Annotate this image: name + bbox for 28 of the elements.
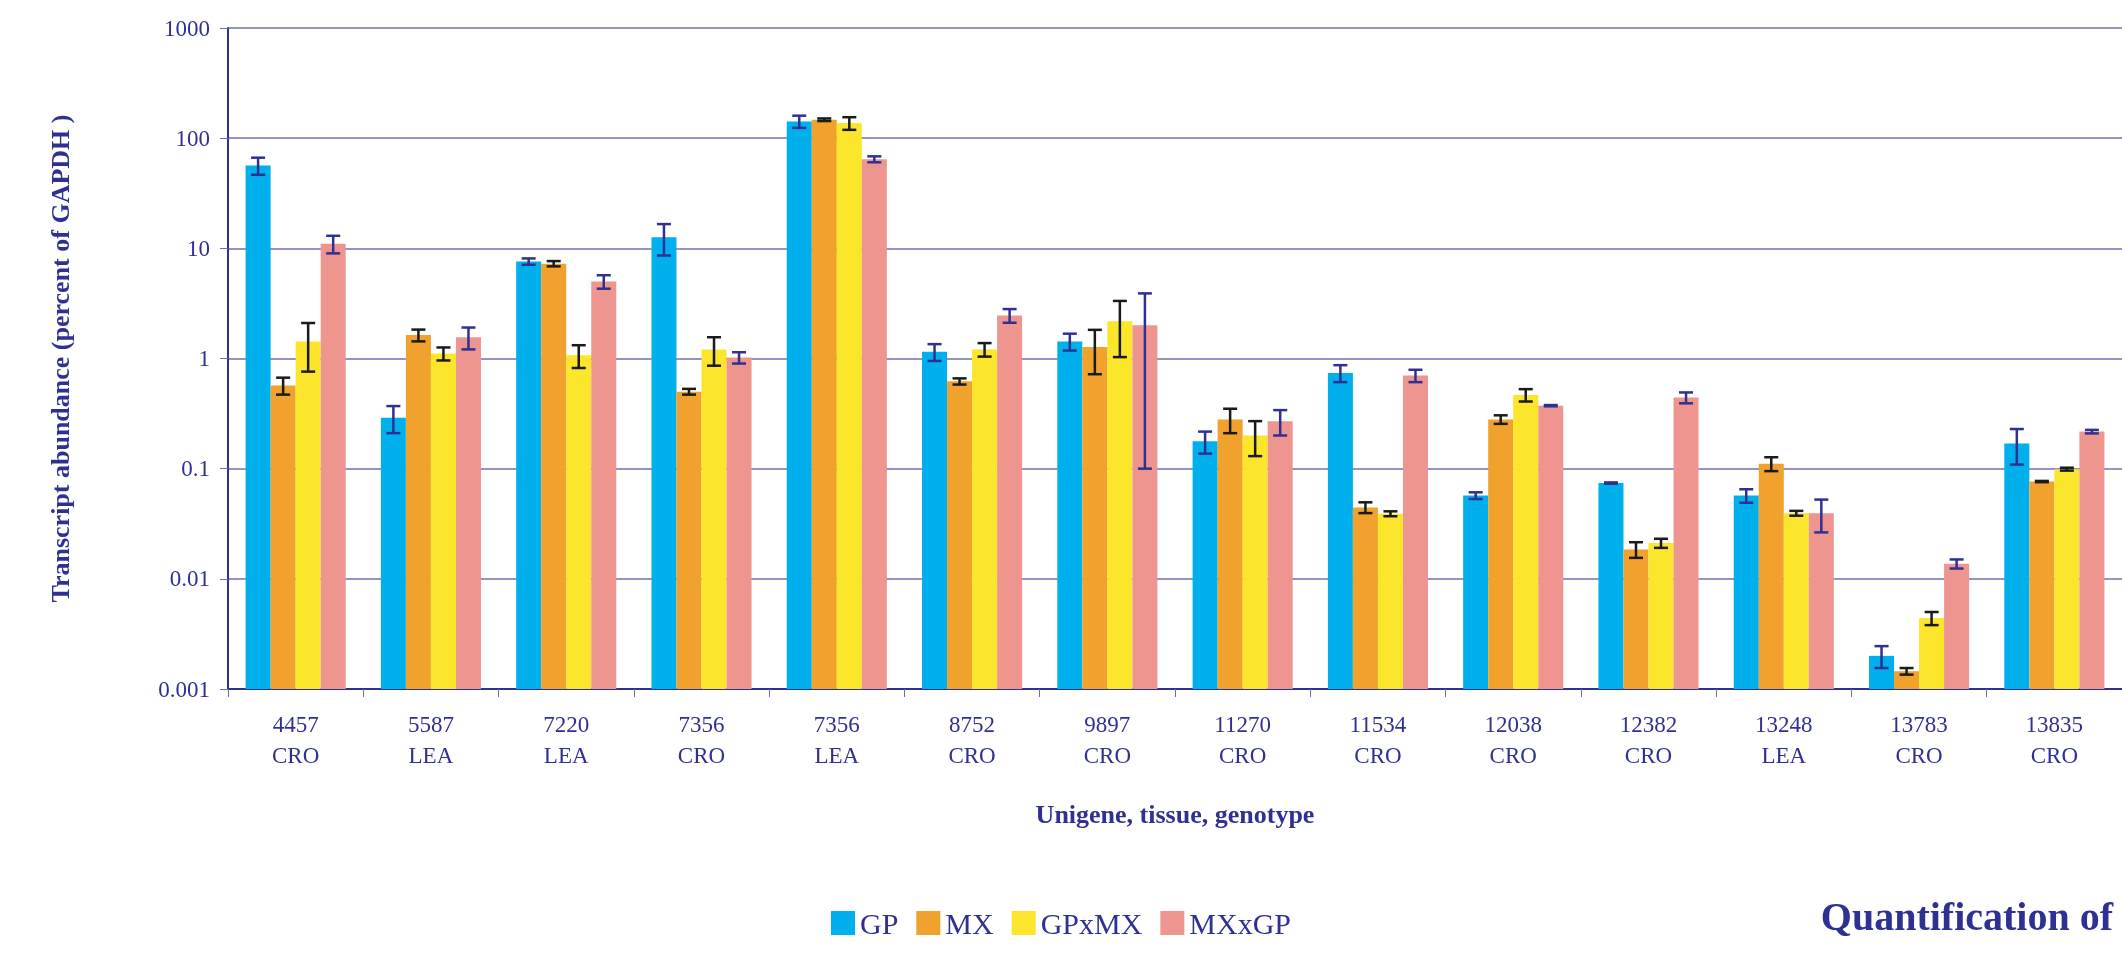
text: Quantification of (1820, 893, 2114, 939)
legend-label: GPxMX (1040, 906, 1143, 940)
x-tick-label: 11270 CRO (1214, 712, 1271, 768)
x-axis-title: Unigene, tissue, genotype (1035, 799, 1315, 829)
x-tick-label: 5587 LEA (407, 712, 454, 768)
x-tick-label: 12038 CRO (1484, 712, 1542, 768)
x-tick-label: 9897 CRO (1083, 712, 1132, 768)
x-tick-label: 13248 LEA (1755, 712, 1813, 768)
x-tick-label: 11534 CRO (1349, 712, 1407, 768)
x-tick-label: 4457 CRO (271, 712, 320, 768)
y-tick-label: 100 (175, 125, 210, 151)
y-tick-label: 1000 (164, 15, 210, 41)
x-tick-label: 7356 CRO (677, 712, 726, 768)
x-tick-label: 7220 LEA (543, 712, 590, 768)
x-tick-label: 12382 CRO (1619, 712, 1678, 768)
legend-label: GP (859, 906, 899, 940)
x-tick-label: 7356 LEA (813, 712, 860, 768)
legend-label: MXxGP (1189, 906, 1292, 940)
y-tick-label: 10 (187, 235, 210, 261)
y-axis-title: Transcript abundance (percent of GAPDH ) (45, 114, 75, 603)
y-tick-label: 1 (198, 346, 210, 371)
x-tick-label: 13783 CRO (1890, 712, 1948, 768)
y-tick-label: 0.1 (181, 456, 210, 482)
legend-label: MX (945, 906, 994, 940)
y-tick-label: 0.01 (169, 566, 210, 592)
x-tick-label: 13835 CRO (2025, 712, 2084, 768)
y-tick-label: 0.001 (158, 676, 210, 702)
x-tick-label: 8752 CRO (948, 712, 996, 768)
